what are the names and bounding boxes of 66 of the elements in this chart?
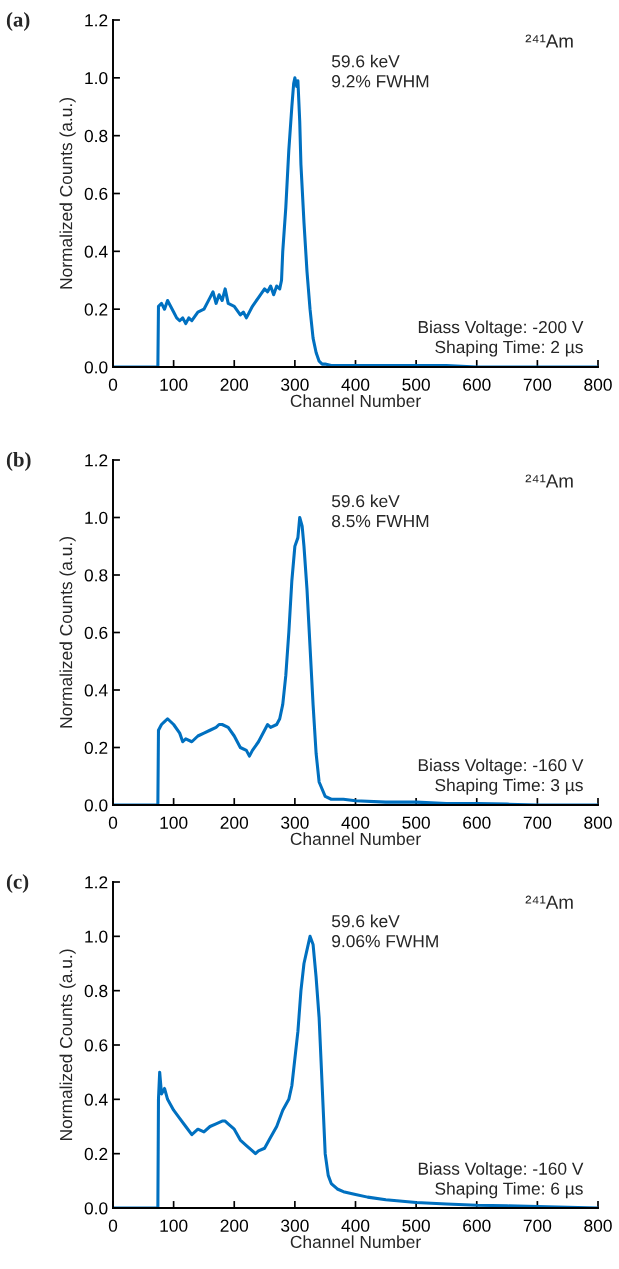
annotation: Biass Voltage: -160 V Shaping Time: 3 µs xyxy=(418,758,584,795)
x-tick-label: 800 xyxy=(584,378,612,391)
x-tick-label: 600 xyxy=(463,816,491,829)
x-tick-label: 600 xyxy=(463,378,491,391)
y-tick-label: 0.0 xyxy=(84,1202,108,1215)
x-tick-label: 100 xyxy=(160,816,188,829)
x-tick-label: 300 xyxy=(281,1219,309,1232)
y-tick-label: 0.8 xyxy=(84,129,108,143)
y-tick-label: 0.0 xyxy=(84,799,108,812)
x-tick-label: 700 xyxy=(523,816,552,829)
chart-title: (c) xyxy=(6,874,29,893)
annotation: 59.6 keV 9.06% FWHM xyxy=(331,914,438,948)
x-tick-label: 800 xyxy=(584,816,612,829)
x-tick-label: 200 xyxy=(220,1219,249,1232)
x-tick-label: 0 xyxy=(108,1219,118,1232)
x-axis-title: Channel Number xyxy=(290,832,421,846)
y-tick-label: 1.0 xyxy=(85,930,108,943)
y-tick-label: 1.0 xyxy=(85,72,108,85)
y-tick-label: 0.6 xyxy=(84,626,108,639)
x-tick-label: 200 xyxy=(220,378,249,391)
annotation: 59.6 keV 9.2% FWHM xyxy=(331,54,429,88)
annotation: Biass Voltage: -200 V Shaping Time: 2 µs xyxy=(418,320,584,357)
annotation: ²⁴¹Am xyxy=(525,895,573,909)
chart-title: (a) xyxy=(6,12,30,31)
annotation: ²⁴¹Am xyxy=(525,474,573,488)
x-axis-title: Channel Number xyxy=(290,1235,421,1249)
y-tick-label: 0.2 xyxy=(84,303,108,316)
x-tick-label: 200 xyxy=(220,816,249,829)
x-tick-label: 700 xyxy=(523,1219,552,1232)
y-tick-label: 1.2 xyxy=(85,14,108,27)
x-axis-title: Channel Number xyxy=(290,394,421,408)
x-tick-label: 600 xyxy=(463,1219,491,1232)
y-tick-label: 0.8 xyxy=(84,569,108,582)
x-tick-label: 0 xyxy=(108,816,118,829)
annotation: ²⁴¹Am xyxy=(525,34,573,48)
y-tick-label: 0.4 xyxy=(84,1093,108,1106)
x-tick-label: 400 xyxy=(341,816,370,829)
annotation: Biass Voltage: -160 V Shaping Time: 6 µs xyxy=(418,1162,584,1199)
y-tick-label: 1.2 xyxy=(85,876,108,889)
y-tick-label: 0.4 xyxy=(84,245,108,258)
x-tick-label: 100 xyxy=(160,378,188,391)
x-tick-label: 500 xyxy=(402,378,430,391)
chart-title: (b) xyxy=(6,452,31,471)
x-tick-label: 0 xyxy=(108,378,118,391)
y-tick-label: 1.0 xyxy=(85,511,108,524)
y-tick-label: 0.6 xyxy=(84,1039,108,1052)
x-tick-label: 400 xyxy=(341,378,370,391)
y-axis-title: Normalized Counts (a.u.) xyxy=(59,98,76,289)
y-axis-title: Normalized Counts (a.u.) xyxy=(59,949,76,1141)
x-tick-label: 500 xyxy=(402,816,430,829)
y-tick-label: 1.2 xyxy=(85,454,108,467)
y-tick-label: 0.2 xyxy=(84,741,108,754)
x-tick-label: 300 xyxy=(281,816,309,829)
x-tick-label: 300 xyxy=(281,378,309,391)
y-tick-label: 0.2 xyxy=(84,1147,108,1161)
y-tick-label: 0.6 xyxy=(84,187,108,200)
x-tick-label: 800 xyxy=(584,1219,612,1232)
x-tick-label: 400 xyxy=(341,1219,370,1232)
y-axis-title: Normalized Counts (a.u.) xyxy=(59,537,76,728)
annotation: 59.6 keV 8.5% FWHM xyxy=(331,494,429,528)
x-tick-label: 100 xyxy=(160,1219,188,1232)
x-tick-label: 700 xyxy=(523,378,552,391)
y-tick-label: 0.8 xyxy=(84,984,108,998)
y-tick-label: 0.4 xyxy=(84,684,108,697)
y-tick-label: 0.0 xyxy=(84,361,108,374)
x-tick-label: 500 xyxy=(402,1219,430,1232)
